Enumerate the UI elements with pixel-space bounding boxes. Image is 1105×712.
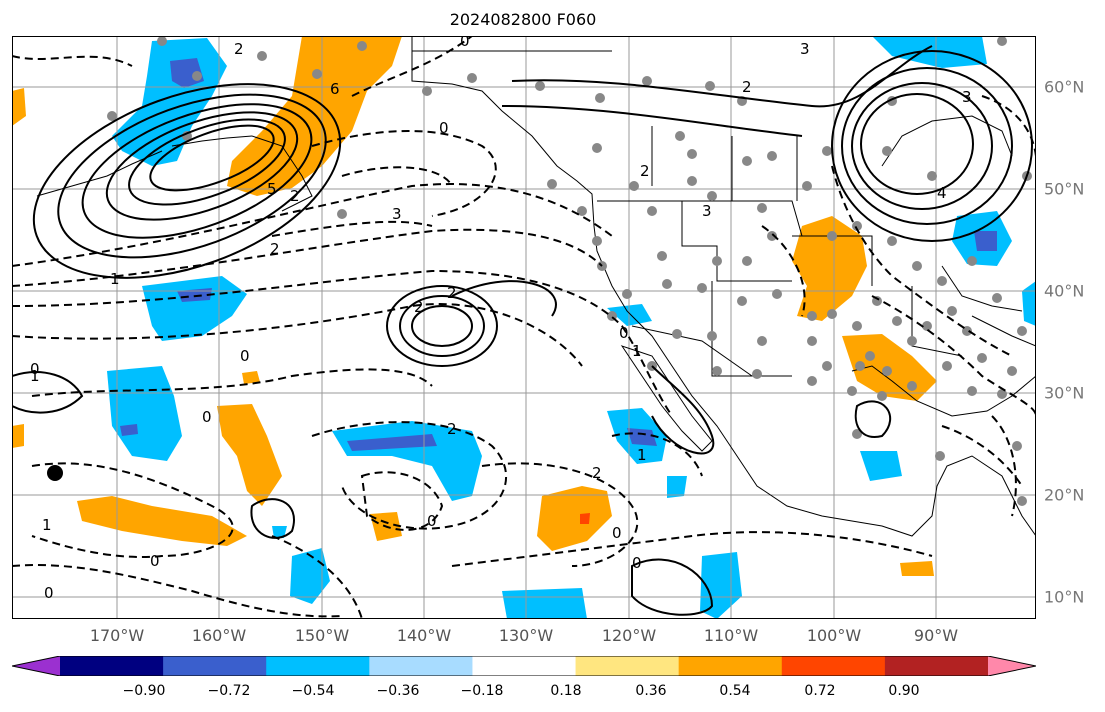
contour-label: 2 bbox=[290, 187, 300, 205]
contour-label: 0 bbox=[240, 347, 250, 365]
colorbar-segment bbox=[163, 656, 267, 676]
plot-title: 2024082800 F060 bbox=[449, 10, 597, 29]
contour-label: 1 bbox=[632, 342, 642, 360]
contour-labels: 2 0 3 6 2 5 2 0 3 2 1 2 3 2 1 0 0 1 0 2 … bbox=[30, 36, 972, 602]
colorbar-segment bbox=[472, 656, 577, 676]
lat-tick-label: 10°N bbox=[1044, 587, 1085, 607]
gridlines bbox=[12, 36, 1036, 619]
shade-blue-small2 bbox=[272, 526, 287, 538]
contour-label: 0 bbox=[612, 524, 622, 542]
lon-tick-label: 100°W bbox=[806, 626, 862, 645]
colorbar-tick-label: −0.72 bbox=[207, 683, 251, 699]
lon-tick-label: 140°W bbox=[396, 626, 452, 645]
coastlines bbox=[36, 36, 1036, 537]
contour-label: 0 bbox=[619, 324, 629, 342]
shade-darkblue-cpac bbox=[347, 434, 437, 451]
contour-label: 0 bbox=[427, 512, 437, 530]
shade-darkblue-lakes bbox=[974, 231, 997, 251]
colorbar-segment bbox=[12, 656, 60, 676]
map-plot: 2 0 3 6 2 5 2 0 3 2 1 2 3 2 1 0 0 1 0 2 … bbox=[12, 36, 1036, 619]
contour-label: 3 bbox=[702, 202, 712, 220]
lon-tick-label: 160°W bbox=[191, 626, 247, 645]
colorbar-tick-label: 0.72 bbox=[804, 683, 836, 699]
shade-orange-aleutian bbox=[12, 88, 26, 126]
contour-label: 1 bbox=[42, 516, 52, 534]
colorbar-segment bbox=[884, 656, 989, 676]
colorbar-tick-label: −0.18 bbox=[460, 683, 504, 699]
contour-label: 0 bbox=[439, 119, 449, 137]
colorbar-segment bbox=[678, 656, 783, 676]
contour-label: 0 bbox=[460, 36, 470, 50]
lon-tick-label: 150°W bbox=[294, 626, 350, 645]
contour-label: 0 bbox=[150, 552, 160, 570]
lon-tick-label: 90°W bbox=[913, 626, 959, 645]
lat-tick-label: 20°N bbox=[1044, 485, 1085, 505]
shade-darkblue-baja bbox=[627, 428, 657, 446]
colorbar-tick-label: −0.36 bbox=[376, 683, 420, 699]
shade-blue-south2 bbox=[502, 588, 587, 619]
contour-label: 2 bbox=[640, 162, 650, 180]
colorbar-segment bbox=[575, 656, 680, 676]
colorbar-tick-label: −0.54 bbox=[291, 683, 335, 699]
contour-label: 2 bbox=[447, 420, 457, 438]
shade-blue-npac bbox=[142, 276, 247, 341]
contour-label: 0 bbox=[44, 584, 54, 602]
station-dots bbox=[107, 36, 1032, 506]
shade-orange-gulf-alaska bbox=[227, 36, 402, 196]
lat-tick-label: 60°N bbox=[1044, 77, 1085, 97]
shade-darkblue-wpac bbox=[120, 424, 138, 436]
colorbar-segment bbox=[781, 656, 886, 676]
lon-tick-label: 130°W bbox=[498, 626, 554, 645]
contours-solid bbox=[12, 45, 1033, 616]
colorbar-segment bbox=[266, 656, 370, 676]
colorbar bbox=[12, 656, 1036, 676]
lon-tick-label: 170°W bbox=[89, 626, 145, 645]
shade-orange-gulf bbox=[900, 561, 934, 576]
shade-orange-sep bbox=[12, 424, 24, 448]
contour-label: 2 bbox=[742, 78, 752, 96]
colorbar-segment bbox=[988, 656, 1036, 676]
lat-tick-label: 50°N bbox=[1044, 179, 1085, 199]
contour-label: 0 bbox=[202, 408, 212, 426]
shade-orange-epac bbox=[537, 486, 612, 551]
contour-label: 4 bbox=[937, 184, 947, 202]
colorbar-tick-label: −0.90 bbox=[122, 683, 166, 699]
contour-label: 5 bbox=[267, 180, 277, 198]
colorbar-tick-label: 0.18 bbox=[550, 683, 582, 699]
lon-tick-label: 110°W bbox=[703, 626, 759, 645]
colorbar-segment bbox=[60, 656, 164, 676]
colorbar-tick-label: 0.90 bbox=[888, 683, 920, 699]
marker-dot bbox=[47, 465, 63, 481]
contour-label: 3 bbox=[962, 88, 972, 106]
contour-label: 2 bbox=[270, 240, 280, 258]
lat-tick-label: 40°N bbox=[1044, 281, 1085, 301]
contour-label: 1 bbox=[30, 367, 40, 385]
shade-red-epac bbox=[580, 513, 590, 524]
shade-orange-small1 bbox=[242, 371, 260, 384]
shade-orange-wpac1 bbox=[77, 496, 247, 546]
colorbar-tick-label: 0.36 bbox=[635, 683, 667, 699]
lat-tick-label: 30°N bbox=[1044, 383, 1085, 403]
shade-blue-east bbox=[1022, 281, 1036, 326]
contour-label: 2 bbox=[414, 298, 424, 316]
contour-label: 6 bbox=[330, 80, 340, 98]
contour-label: 3 bbox=[392, 205, 402, 223]
shade-blue-small1 bbox=[667, 476, 687, 498]
lon-tick-label: 120°W bbox=[601, 626, 657, 645]
contours-dashed bbox=[12, 36, 1036, 619]
colorbar-tick-label: 0.54 bbox=[719, 683, 751, 699]
contour-label: 3 bbox=[800, 40, 810, 58]
contour-label: 2 bbox=[447, 284, 457, 302]
contour-label: 0 bbox=[30, 360, 40, 378]
shade-orange-wpac2 bbox=[217, 404, 282, 506]
colorbar-segment bbox=[369, 656, 473, 676]
contour-label: 0 bbox=[632, 554, 642, 572]
contour-label: 1 bbox=[110, 270, 120, 288]
contour-label: 2 bbox=[234, 40, 244, 58]
contour-label: 1 bbox=[637, 446, 647, 464]
shade-orange-plains bbox=[792, 216, 867, 321]
shade-blue-mexico bbox=[860, 451, 902, 481]
contour-label: 2 bbox=[592, 464, 602, 482]
